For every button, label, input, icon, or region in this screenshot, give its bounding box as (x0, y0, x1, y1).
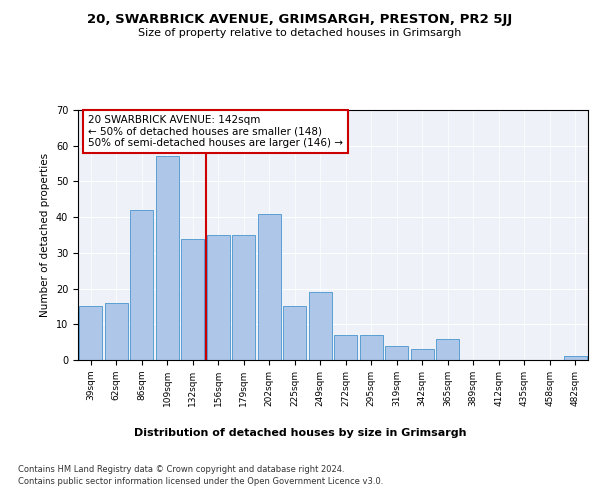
Text: 20, SWARBRICK AVENUE, GRIMSARGH, PRESTON, PR2 5JJ: 20, SWARBRICK AVENUE, GRIMSARGH, PRESTON… (88, 12, 512, 26)
Bar (156, 156, 179, 360)
Bar (564, 356, 587, 360)
Bar (360, 335, 383, 360)
Bar (258, 214, 281, 360)
Bar (385, 346, 408, 360)
Bar (309, 292, 332, 360)
Bar (79, 306, 102, 360)
Text: Contains public sector information licensed under the Open Government Licence v3: Contains public sector information licen… (18, 478, 383, 486)
Text: Size of property relative to detached houses in Grimsargh: Size of property relative to detached ho… (139, 28, 461, 38)
Bar (283, 306, 306, 360)
Text: Contains HM Land Registry data © Crown copyright and database right 2024.: Contains HM Land Registry data © Crown c… (18, 465, 344, 474)
Text: Distribution of detached houses by size in Grimsargh: Distribution of detached houses by size … (134, 428, 466, 438)
Bar (181, 238, 204, 360)
Bar (207, 235, 230, 360)
Bar (105, 303, 128, 360)
Bar (411, 350, 434, 360)
Bar (130, 210, 153, 360)
Bar (436, 338, 459, 360)
Bar (334, 335, 357, 360)
Bar (232, 235, 255, 360)
Text: 20 SWARBRICK AVENUE: 142sqm
← 50% of detached houses are smaller (148)
50% of se: 20 SWARBRICK AVENUE: 142sqm ← 50% of det… (88, 115, 343, 148)
Y-axis label: Number of detached properties: Number of detached properties (40, 153, 50, 317)
